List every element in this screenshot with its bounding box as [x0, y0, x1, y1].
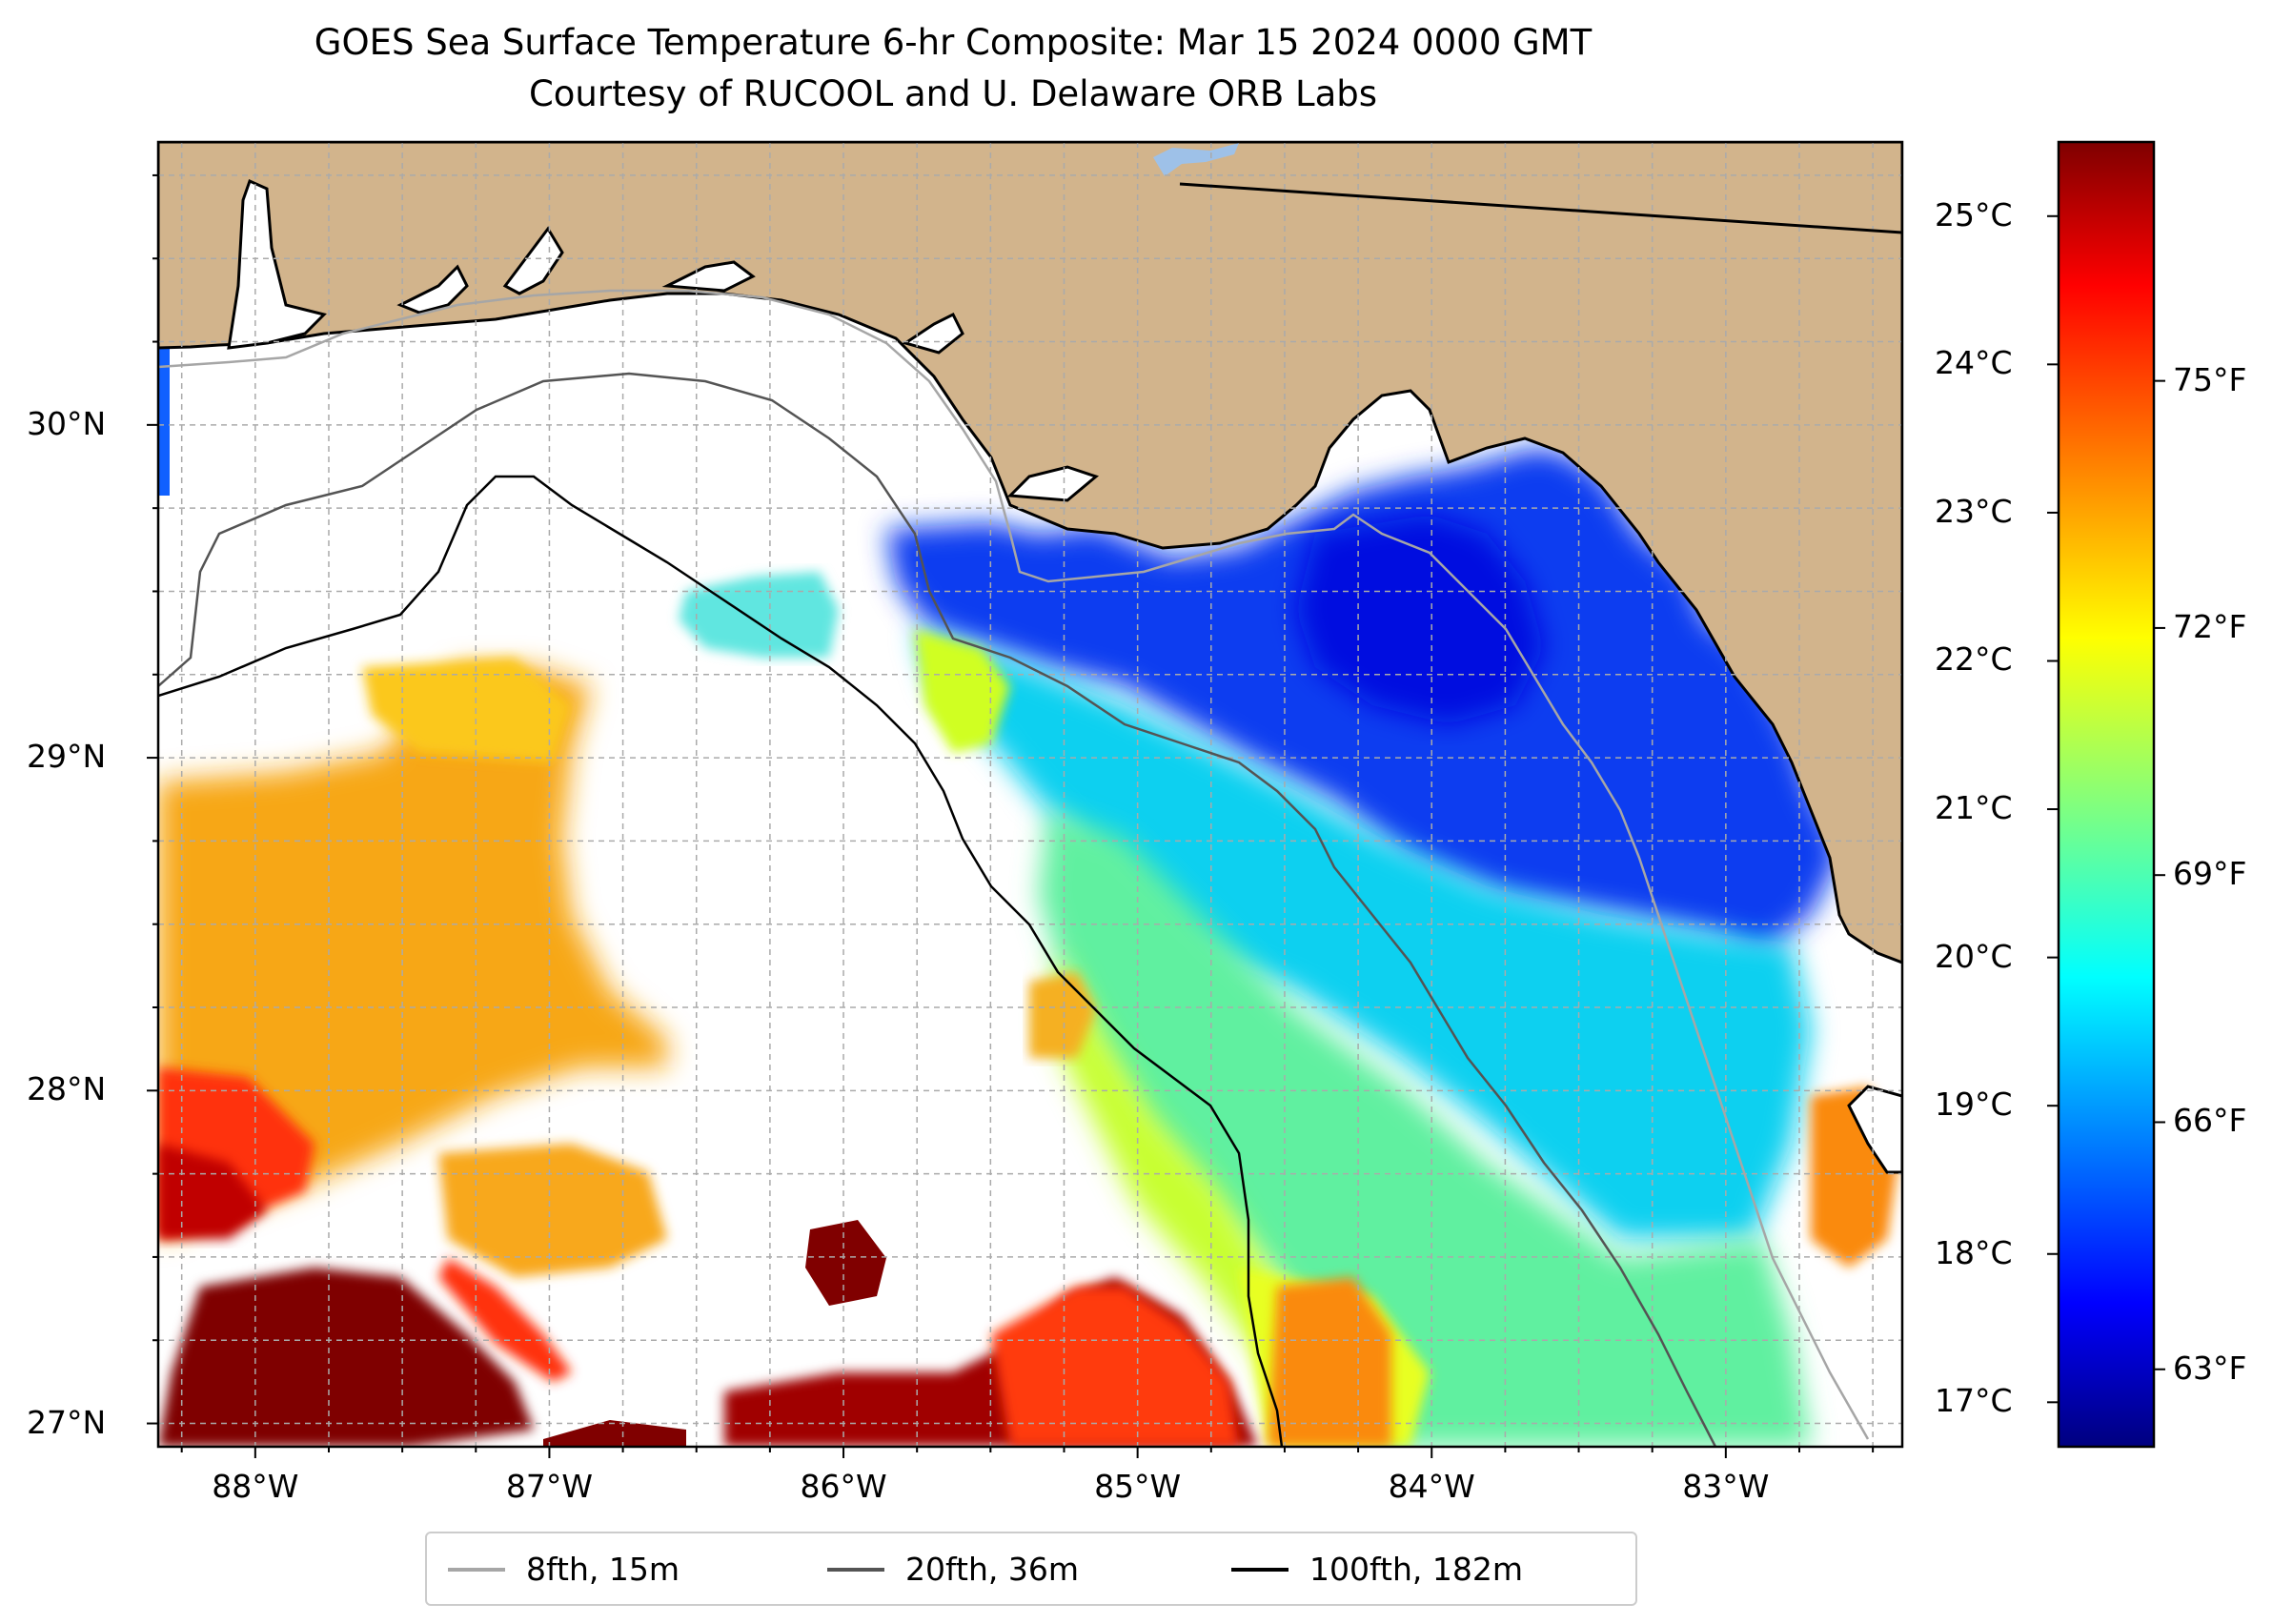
colorbar-celsius-label: 20°C: [1935, 937, 2013, 975]
gridlines: [158, 142, 1902, 1447]
isobath-legend: 8fth, 15m 20fth, 36m 100fth, 182m: [425, 1532, 1637, 1606]
lat-tick-label: 27°N: [27, 1403, 107, 1441]
colorbar-fahrenheit-label: 75°F: [2173, 360, 2247, 398]
colorbar-fahrenheit-label: 66°F: [2173, 1102, 2247, 1140]
colorbar-celsius-label: 19°C: [1935, 1086, 2013, 1124]
colorbar-celsius-label: 18°C: [1935, 1233, 2013, 1271]
colorbar-celsius-label: 24°C: [1935, 344, 2013, 382]
lon-tick-label: 88°W: [212, 1468, 299, 1505]
sst-data-layer: [158, 305, 1902, 1447]
lat-tick-label: 29°N: [27, 738, 107, 776]
lat-tick-label: 28°N: [27, 1070, 107, 1108]
lon-tick-label: 87°W: [505, 1468, 593, 1505]
isobath-20fth: [158, 372, 1717, 1447]
colorbar: [2057, 140, 2156, 1449]
colorbar-ticks: [2047, 214, 2165, 1404]
colorbar-celsius-label: 23°C: [1935, 492, 2013, 530]
isobath-100fth: [158, 475, 1284, 1447]
sst-map: [147, 140, 2165, 1458]
legend-label-8fth: 8fth, 15m: [526, 1551, 680, 1588]
legend-label-100fth: 100fth, 182m: [1309, 1551, 1523, 1588]
lon-tick-label: 85°W: [1094, 1468, 1182, 1505]
map-title: GOES Sea Surface Temperature 6-hr Compos…: [314, 22, 1593, 63]
map-frame: [156, 140, 1904, 1449]
lon-tick-label: 86°W: [800, 1468, 887, 1505]
legend-label-20fth: 20fth, 36m: [905, 1551, 1079, 1588]
lon-tick-label: 84°W: [1388, 1468, 1475, 1505]
isobath-8fth: [158, 289, 1870, 1440]
land: [158, 142, 1902, 1174]
colorbar-celsius-label: 17°C: [1935, 1382, 2013, 1420]
legend-swatch-100fth: [1231, 1568, 1289, 1572]
colorbar-fahrenheit-label: 63°F: [2173, 1349, 2247, 1387]
map-subtitle: Courtesy of RUCOOL and U. Delaware ORB L…: [528, 73, 1378, 114]
colorbar-celsius-label: 21°C: [1935, 789, 2013, 827]
state-boundary: [1179, 182, 1902, 234]
lat-tick-label: 30°N: [27, 404, 107, 442]
axis-ticks: [147, 173, 1875, 1458]
colorbar-fahrenheit-label: 69°F: [2173, 855, 2247, 893]
lon-tick-label: 83°W: [1682, 1468, 1770, 1505]
legend-swatch-20fth: [827, 1568, 884, 1572]
legend-swatch-8fth: [448, 1568, 505, 1572]
colorbar-celsius-label: 22°C: [1935, 640, 2013, 679]
colorbar-fahrenheit-label: 72°F: [2173, 607, 2247, 645]
colorbar-celsius-label: 25°C: [1935, 195, 2013, 233]
